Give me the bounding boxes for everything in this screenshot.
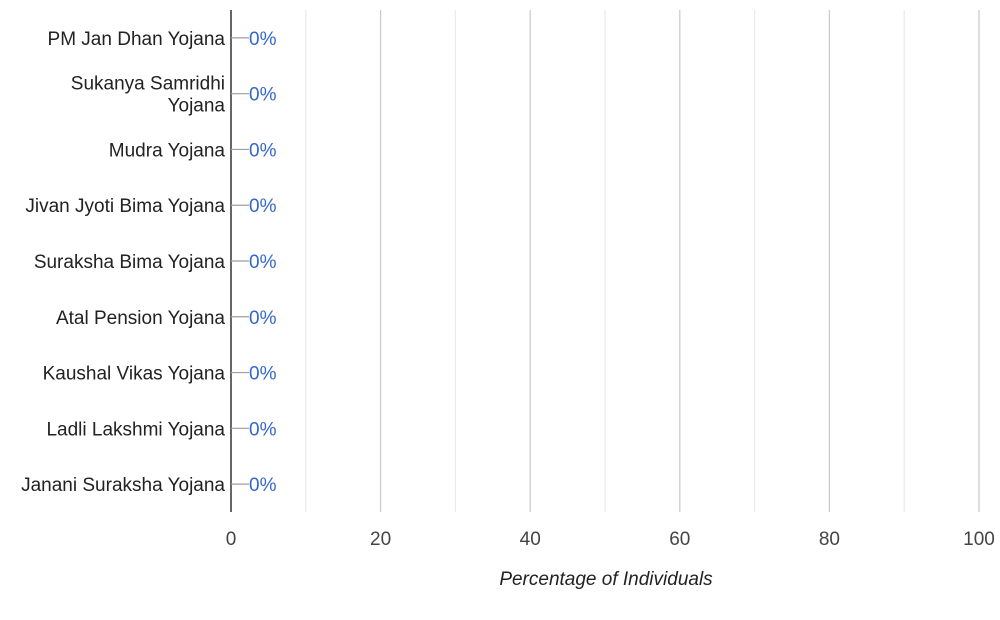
x-tick-label: 0 [226,529,237,550]
data-label: 0% [249,475,277,496]
data-label: 0% [249,364,277,385]
data-label: 0% [249,85,277,106]
category-labels: PM Jan Dhan Yojana Sukanya Samridhi Yojana… [21,29,225,496]
category-label: Ladli Lakshmi Yojana [46,419,225,440]
category-label: Sukanya Samridhi Yojana [71,74,226,117]
category-label: Mudra Yojana [109,140,226,161]
x-tick-label: 80 [819,529,840,550]
data-label: 0% [249,252,277,273]
x-axis-title: Percentage of Individuals [499,569,713,590]
category-label: PM Jan Dhan Yojana [48,29,226,50]
x-tick-label: 100 [963,529,995,550]
data-label: 0% [249,196,277,217]
x-tick-label: 40 [520,529,541,550]
category-label: Janani Suraksha Yojana [21,475,225,496]
category-label: Kaushal Vikas Yojana [43,364,226,385]
data-label: 0% [249,308,277,329]
bars: 0% 0% 0% 0% 0% 0% 0% 0% 0% [231,29,277,496]
category-label: Suraksha Bima Yojana [34,252,226,273]
data-label: 0% [249,140,277,161]
category-label: Jivan Jyoti Bima Yojana [25,196,225,217]
x-tick-label: 20 [370,529,391,550]
category-label: Atal Pension Yojana [56,308,225,329]
data-label: 0% [249,29,277,50]
data-label: 0% [249,419,277,440]
gridlines [305,10,980,512]
x-tick-labels: 0 20 40 60 80 100 [226,529,995,550]
x-tick-label: 60 [669,529,690,550]
